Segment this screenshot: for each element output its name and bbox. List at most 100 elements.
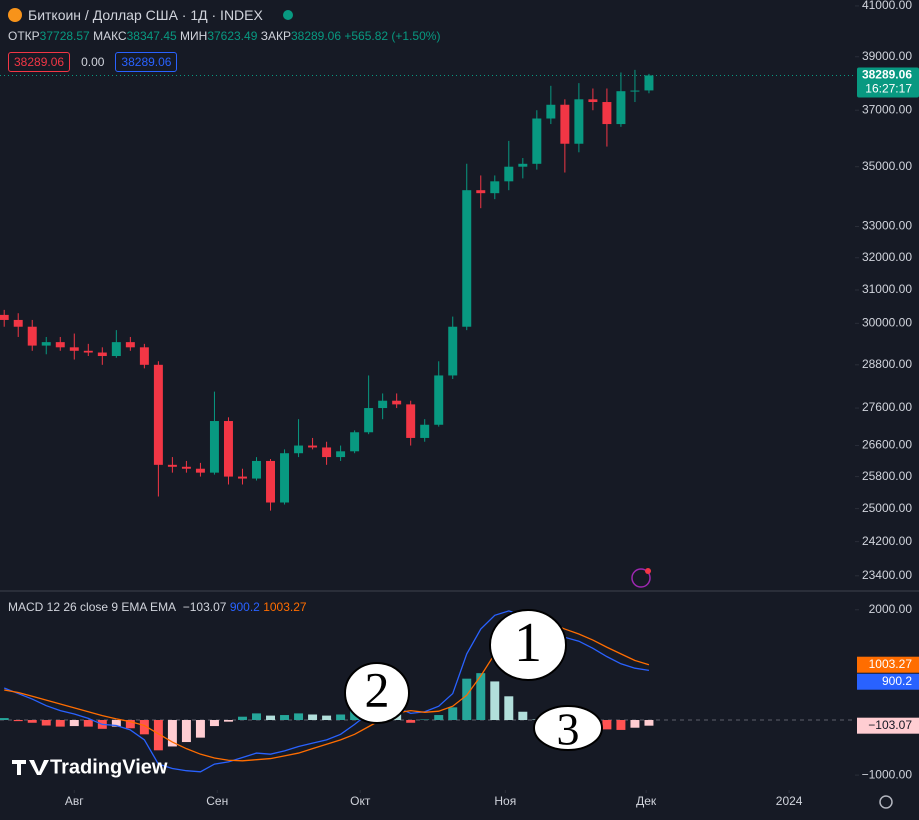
candle-body: [392, 400, 402, 405]
histogram-bar: [448, 707, 458, 721]
alert-icon[interactable]: [631, 568, 651, 588]
x-tick-label: Ноя: [494, 794, 516, 808]
candle-body: [378, 400, 388, 409]
candle-body: [532, 118, 542, 164]
candle-body: [574, 99, 584, 144]
histogram-bar: [27, 720, 37, 723]
annotation-1: 1: [489, 609, 567, 681]
y-tick-label: 32000.00: [862, 250, 912, 264]
candle-body: [27, 326, 37, 346]
y-tick-label: 28800.00: [862, 357, 912, 371]
histogram-bar: [111, 720, 121, 727]
macd-legend: MACD 12 26 close 9 EMA EMA −103.07 900.2…: [8, 600, 307, 614]
histogram-bar: [266, 715, 276, 721]
candle-body: [448, 326, 458, 376]
candle-body: [13, 319, 23, 327]
histogram-bar: [209, 720, 219, 727]
histogram-bar: [462, 678, 472, 721]
histogram-bar: [0, 718, 9, 721]
candle-body: [490, 181, 500, 194]
y-tick-label: 23400.00: [862, 568, 912, 582]
histogram-bar: [69, 720, 79, 727]
y-tick-label: 25800.00: [862, 469, 912, 483]
market-status[interactable]: [282, 10, 293, 20]
candle-body: [223, 421, 233, 477]
y-tick-label: 37000.00: [862, 102, 912, 116]
x-tick-label: Авг: [65, 794, 84, 808]
histogram-bar: [518, 711, 528, 721]
histogram-bar: [139, 720, 149, 735]
candle-body: [280, 453, 290, 503]
last-price-box: [857, 67, 919, 98]
settings-icon[interactable]: [879, 795, 893, 809]
annotation-3: 3: [533, 704, 603, 755]
histogram-bar: [434, 715, 444, 721]
candle-body: [406, 404, 416, 438]
y-tick-label: −1000.00: [862, 767, 913, 781]
value-box: [857, 673, 919, 690]
candle-body: [139, 347, 149, 365]
value-box-label: −103.07: [868, 718, 912, 732]
candle-body: [167, 464, 177, 467]
y-tick-label: 24200.00: [862, 534, 912, 548]
countdown: 16:27:17: [865, 82, 912, 96]
x-tick-label: 2024: [776, 794, 803, 808]
candle-body: [420, 424, 430, 438]
histogram-bar: [195, 720, 205, 738]
annotation-text: 2: [365, 661, 390, 717]
candle-body: [41, 342, 51, 346]
ohlc-value: 37623.49: [207, 29, 258, 43]
x-tick-label: Сен: [206, 794, 228, 808]
candle-body: [350, 432, 360, 452]
histogram-bar: [55, 720, 65, 727]
spread: 0.00: [81, 55, 105, 69]
histogram-value: −103.07: [182, 600, 227, 614]
histogram-bar: [308, 714, 318, 721]
annotation-text: 3: [557, 704, 580, 755]
candle-body: [125, 342, 135, 348]
histogram-bar: [336, 714, 346, 721]
histogram-bar: [406, 720, 416, 723]
candle-body: [560, 104, 570, 144]
y-tick-label: 31000.00: [862, 282, 912, 296]
indicator-title: MACD 12 26 close 9 EMA EMA: [8, 600, 176, 614]
x-tick-label: Дек: [636, 794, 657, 808]
ohlc-label: МИН: [180, 29, 208, 43]
candle-body: [546, 104, 556, 119]
histogram-bar: [41, 720, 51, 726]
ohlc-label: МАКС: [93, 29, 127, 43]
annotation-text: 1: [514, 612, 542, 674]
candle-body: [322, 447, 332, 458]
histogram-bar: [13, 720, 23, 722]
buy-button[interactable]: 38289.06: [115, 52, 178, 72]
histogram-bar: [322, 715, 332, 721]
ohlc-label: ЗАКР: [260, 29, 291, 43]
y-tick-label: 35000.00: [862, 159, 912, 173]
y-tick-label: 39000.00: [862, 49, 912, 63]
candle-body: [504, 166, 514, 182]
y-tick-label: 41000.00: [862, 0, 912, 12]
histogram-bar: [294, 713, 304, 721]
x-tick-label: Окт: [350, 794, 371, 808]
candle-body: [181, 466, 191, 469]
watermark: TradingView: [12, 756, 168, 778]
symbol-row: Биткоин / Доллар США · 1Д · INDEX: [8, 7, 293, 23]
histogram-bar: [181, 720, 191, 743]
ohlc-value: 38289.06: [290, 29, 342, 43]
change: +565.82 (+1.50%): [344, 29, 441, 43]
histogram-bar: [252, 713, 261, 721]
candle-body: [252, 460, 261, 479]
macd-value: 900.2: [229, 600, 260, 614]
candle-body: [266, 460, 276, 503]
candle-body: [97, 352, 107, 357]
sell-button[interactable]: 38289.06: [8, 52, 71, 72]
candle-body: [55, 342, 65, 348]
candle-body: [237, 476, 247, 479]
value-box: [857, 717, 919, 734]
symbol-title: Биткоин / Доллар США · 1Д · INDEX: [28, 7, 263, 23]
histogram-bar: [602, 720, 612, 730]
candle-body: [602, 102, 612, 125]
candle-body: [0, 314, 9, 320]
watermark-text: TradingView: [50, 756, 168, 778]
histogram-bar: [490, 681, 500, 721]
